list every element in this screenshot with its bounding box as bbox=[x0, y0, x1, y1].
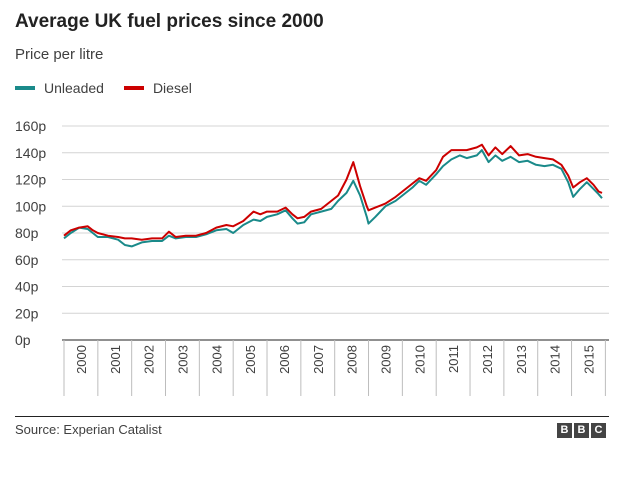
y-tick-label: 60p bbox=[15, 252, 39, 268]
x-tick-label: 2000 bbox=[74, 345, 89, 374]
bbc-logo-letter: B bbox=[557, 423, 572, 438]
x-tick-label: 2014 bbox=[548, 345, 563, 374]
x-tick-label: 2013 bbox=[514, 345, 529, 374]
chart-title: Average UK fuel prices since 2000 bbox=[15, 11, 324, 32]
bbc-logo-letter: B bbox=[574, 423, 589, 438]
x-tick-label: 2006 bbox=[277, 345, 292, 374]
series-line-unleaded bbox=[63, 149, 603, 248]
y-tick-label: 120p bbox=[15, 172, 46, 188]
x-tick-label: 2008 bbox=[345, 345, 360, 374]
x-tick-label: 2002 bbox=[142, 345, 157, 374]
x-tick-label: 2005 bbox=[243, 345, 258, 374]
x-tick-label: 2009 bbox=[378, 345, 393, 374]
y-tick-label: 0p bbox=[15, 332, 31, 348]
legend-swatch-diesel bbox=[123, 86, 144, 90]
legend-label-unleaded: Unleaded bbox=[44, 80, 104, 96]
chart-legend: Unleaded Diesel bbox=[15, 80, 212, 96]
y-tick-label: 80p bbox=[15, 225, 39, 241]
legend-item-unleaded: Unleaded bbox=[15, 80, 104, 96]
line-chart: 0p 20p 40p 60p 80p 100p 120p 140p 160p 2000 2001 20… bbox=[15, 118, 609, 396]
y-tick-label: 100p bbox=[15, 198, 46, 214]
chart-subtitle: Price per litre bbox=[15, 46, 104, 63]
x-tick-label: 2010 bbox=[412, 345, 427, 374]
y-tick-label: 140p bbox=[15, 145, 46, 161]
footer-divider bbox=[15, 416, 609, 417]
source-note: Source: Experian Catalist bbox=[15, 422, 162, 437]
y-tick-label: 20p bbox=[15, 305, 39, 321]
y-tick-label: 160p bbox=[15, 118, 46, 134]
x-tick-label: 2004 bbox=[209, 345, 224, 374]
x-tick-label: 2011 bbox=[446, 345, 461, 373]
legend-item-diesel: Diesel bbox=[123, 80, 192, 96]
series-line-diesel bbox=[63, 143, 603, 241]
x-tick-label: 2003 bbox=[175, 345, 190, 374]
bbc-logo: B B C bbox=[555, 423, 606, 438]
bbc-logo-letter: C bbox=[591, 423, 606, 438]
legend-label-diesel: Diesel bbox=[152, 80, 192, 96]
x-tick-label: 2012 bbox=[480, 345, 495, 374]
x-tick-label: 2015 bbox=[581, 345, 596, 374]
y-tick-label: 40p bbox=[15, 279, 39, 295]
x-tick-label: 2007 bbox=[311, 345, 326, 374]
legend-swatch-unleaded bbox=[15, 86, 35, 90]
x-tick-label: 2001 bbox=[108, 345, 123, 374]
